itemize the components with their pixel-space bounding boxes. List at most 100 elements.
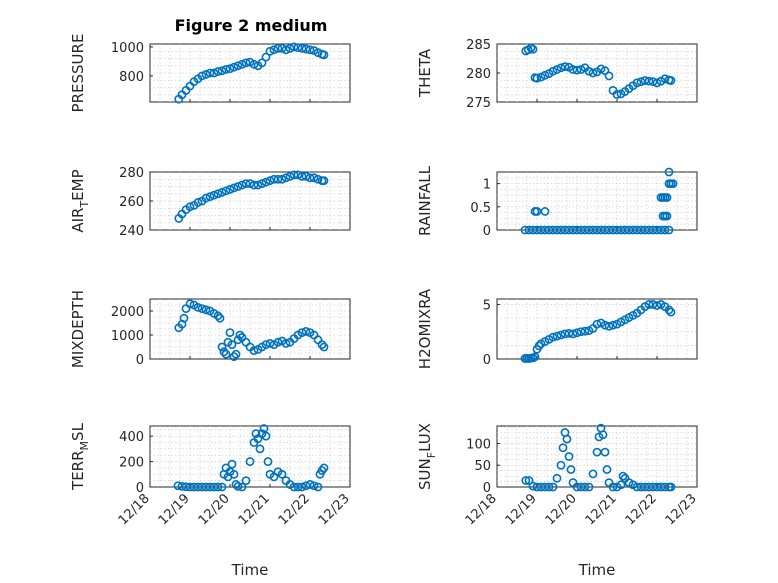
data-point [265, 176, 275, 186]
y-axis-label-subscript: T [78, 201, 91, 209]
data-point [233, 182, 243, 191]
data-point [297, 482, 307, 492]
data-point [652, 301, 662, 310]
data-point [644, 76, 654, 86]
data-point [552, 331, 562, 341]
y-tick-label: 0 [136, 353, 144, 368]
data-point [558, 443, 568, 453]
x-tick-label: 12/21 [236, 491, 273, 528]
data-point [664, 305, 674, 315]
data-point [636, 77, 646, 87]
y-tick-label: 285 [466, 38, 491, 53]
y-tick-label: 0 [483, 481, 491, 496]
data-point [317, 340, 327, 349]
y-tick-label: 200 [119, 456, 144, 471]
data-point [588, 469, 598, 479]
data-point [261, 431, 271, 441]
data-point [556, 63, 566, 73]
x-axis-label: Time [578, 561, 616, 579]
data-point [604, 71, 614, 81]
data-point [193, 302, 203, 312]
data-point [592, 319, 602, 329]
data-point [231, 349, 241, 359]
data-point [179, 313, 189, 323]
data-point [662, 193, 672, 202]
y-axis-label-subscript: M [78, 441, 91, 451]
data-point [217, 66, 227, 76]
data-point [205, 192, 215, 202]
data-point [556, 460, 566, 470]
y-axis-label-text: H2OMIXRA [416, 288, 434, 369]
data-point [257, 58, 267, 68]
data-point [227, 340, 237, 349]
data-point [197, 482, 207, 492]
data-point [173, 481, 183, 491]
y-axis-label-text: MIXDEPTH [69, 290, 87, 368]
y-axis-label: TERRMSL [69, 422, 91, 491]
subplot-theta: 275 280 285 THETA [416, 38, 698, 111]
y-tick-label: 100 [466, 437, 491, 452]
data-point [576, 65, 586, 74]
data-point [281, 338, 291, 348]
y-tick-label: 50 [474, 459, 491, 474]
data-point [644, 300, 654, 309]
y-tick-label: 0 [136, 481, 144, 496]
y-axis-label: SUNFLUX [416, 423, 438, 490]
data-point [566, 465, 576, 474]
data-point [205, 68, 215, 78]
data-point [572, 328, 582, 338]
data-point [640, 76, 650, 85]
data-point [225, 64, 235, 74]
data-point [301, 44, 311, 54]
data-point [273, 43, 283, 53]
data-point [209, 190, 219, 200]
data-point [285, 171, 295, 181]
data-point [293, 482, 303, 492]
data-point [598, 430, 608, 440]
data-point [237, 180, 247, 190]
data-point [281, 45, 291, 55]
x-tick-label: 12/22 [276, 491, 313, 528]
data-point [197, 71, 207, 81]
data-point [225, 328, 235, 337]
data-point [225, 184, 235, 194]
data-point [536, 72, 546, 82]
y-tick-label: 2000 [111, 305, 144, 320]
data-point [273, 174, 283, 184]
data-point [540, 207, 550, 216]
y-tick-label: 0.5 [470, 201, 491, 216]
subplot-rainfall: 0 0.5 1 RAINFALL [416, 165, 698, 239]
data-point [564, 328, 574, 338]
data-point [666, 482, 676, 492]
subplot-pressure: 800 1000 PRESSURE [69, 34, 351, 112]
data-point [652, 78, 662, 88]
data-point [297, 43, 307, 53]
data-point [580, 482, 590, 492]
y-tick-label: 1 [483, 178, 491, 193]
data-point [255, 444, 265, 454]
data-point [197, 304, 207, 313]
data-point [209, 68, 219, 78]
data-point [568, 329, 578, 339]
data-point [213, 482, 223, 492]
data-point [257, 179, 267, 188]
data-point [521, 476, 531, 485]
y-tick-label: 280 [119, 166, 144, 181]
data-point [588, 68, 598, 78]
data-point [209, 482, 219, 492]
data-point [530, 352, 540, 362]
x-tick-label: 12/18 [116, 491, 153, 528]
data-point [277, 469, 287, 479]
data-point [213, 67, 223, 76]
data-point [259, 424, 269, 433]
data-point [319, 176, 329, 186]
x-tick-label: 12/23 [316, 491, 353, 528]
data-point [668, 179, 678, 188]
data-point [233, 61, 243, 71]
x-tick-label: 12/20 [196, 491, 233, 528]
data-point [289, 170, 299, 180]
data-point [263, 457, 273, 466]
data-point [265, 46, 275, 56]
data-point [305, 480, 315, 489]
data-point [662, 211, 672, 221]
